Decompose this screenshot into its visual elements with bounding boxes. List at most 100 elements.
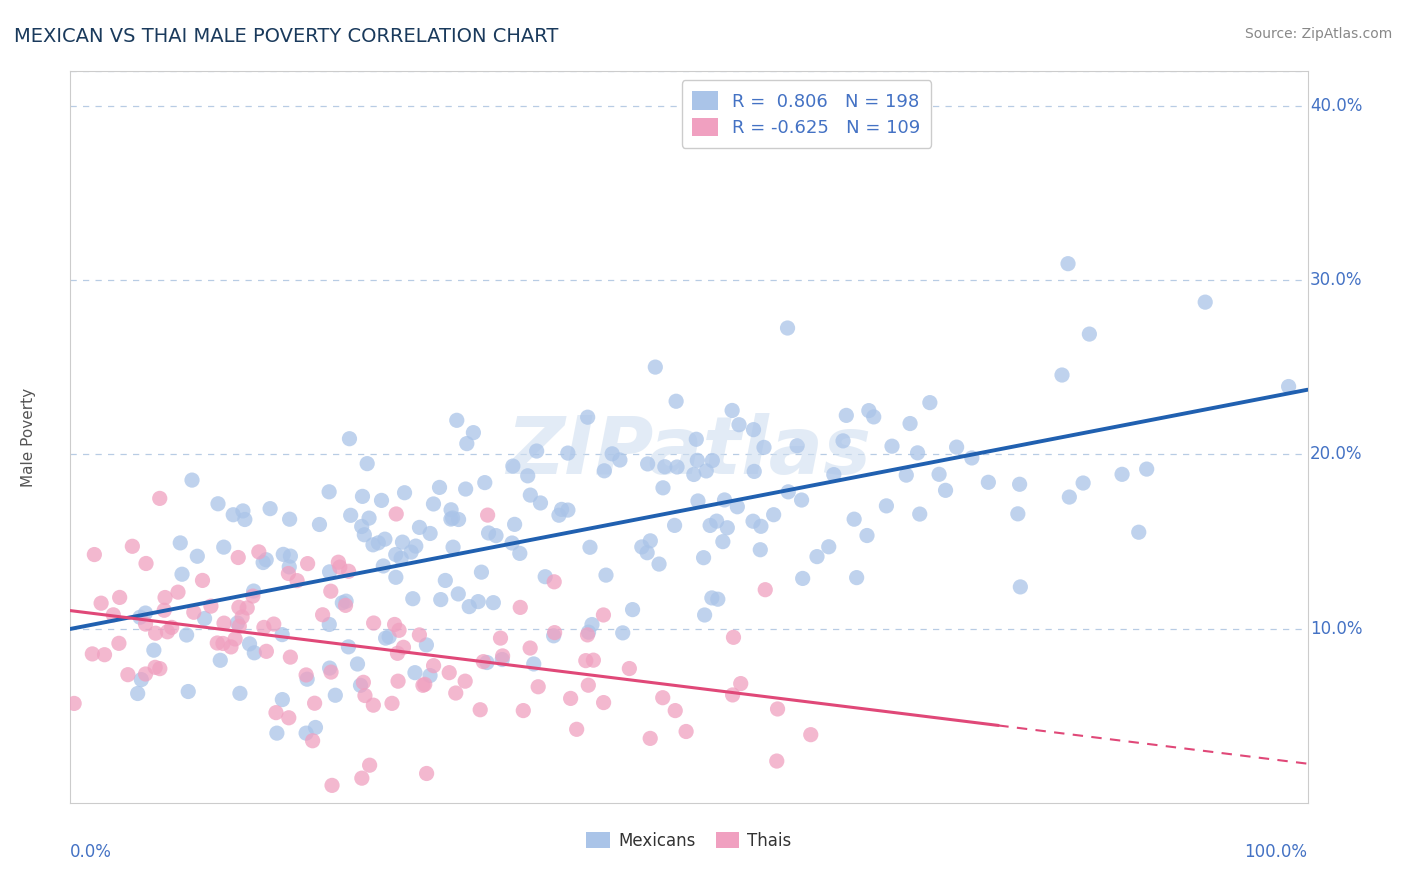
Point — [356, 457, 378, 471]
Point — [716, 521, 738, 535]
Point — [301, 733, 323, 747]
Point — [135, 557, 157, 571]
Point — [212, 540, 235, 554]
Point — [945, 440, 967, 454]
Point — [695, 464, 717, 478]
Point — [725, 500, 748, 514]
Point — [918, 395, 941, 409]
Point — [665, 394, 688, 409]
Point — [330, 596, 353, 610]
Point — [413, 677, 436, 691]
Point — [644, 360, 666, 375]
Point — [236, 601, 259, 615]
Point — [278, 560, 301, 574]
Point — [516, 468, 538, 483]
Point — [648, 557, 671, 571]
Point — [346, 657, 368, 671]
Point — [1057, 257, 1080, 271]
Point — [711, 534, 734, 549]
Point — [491, 652, 513, 666]
Point — [706, 514, 728, 528]
Point — [200, 599, 222, 614]
Point — [437, 665, 460, 680]
Point — [489, 631, 512, 645]
Point — [323, 688, 346, 702]
Point — [349, 678, 371, 692]
Point — [700, 591, 723, 605]
Point — [153, 591, 176, 605]
Point — [429, 592, 451, 607]
Point — [565, 723, 588, 737]
Point — [447, 512, 470, 526]
Point — [63, 697, 86, 711]
Point — [582, 653, 605, 667]
Point — [686, 494, 709, 508]
Point — [454, 482, 477, 496]
Point — [373, 558, 395, 573]
Point — [335, 599, 357, 613]
Point — [209, 653, 232, 667]
Point — [408, 520, 430, 534]
Point — [440, 512, 463, 526]
Point — [454, 674, 477, 689]
Point — [728, 417, 751, 432]
Point — [766, 702, 789, 716]
Point — [557, 446, 579, 460]
Point — [595, 568, 617, 582]
Point — [253, 620, 276, 634]
Point — [1136, 462, 1159, 476]
Point — [470, 565, 492, 579]
Point — [778, 484, 800, 499]
Point — [898, 417, 921, 431]
Point — [259, 501, 281, 516]
Point — [242, 589, 264, 603]
Point — [1010, 580, 1032, 594]
Point — [222, 508, 245, 522]
Point — [576, 410, 599, 425]
Point — [384, 548, 406, 562]
Point — [503, 517, 526, 532]
Point — [285, 574, 308, 588]
Point — [82, 647, 104, 661]
Point — [408, 628, 430, 642]
Point — [844, 512, 866, 526]
Point — [835, 409, 858, 423]
Point — [529, 496, 551, 510]
Point — [707, 592, 730, 607]
Point — [609, 453, 631, 467]
Text: 30.0%: 30.0% — [1310, 271, 1362, 289]
Point — [359, 758, 381, 772]
Point — [381, 697, 404, 711]
Point — [636, 546, 658, 560]
Point — [83, 548, 105, 562]
Point — [277, 566, 299, 581]
Point — [153, 603, 176, 617]
Point — [117, 667, 139, 681]
Point — [232, 504, 254, 518]
Point — [592, 607, 614, 622]
Point — [640, 533, 662, 548]
Point — [384, 617, 406, 632]
Point — [228, 600, 250, 615]
Point — [108, 636, 131, 650]
Point — [363, 698, 385, 713]
Point — [762, 508, 785, 522]
Point — [167, 585, 190, 599]
Point — [224, 632, 246, 646]
Point — [693, 607, 716, 622]
Point — [212, 636, 235, 650]
Point — [143, 660, 166, 674]
Point — [806, 549, 828, 564]
Point — [404, 665, 426, 680]
Point — [1059, 490, 1081, 504]
Point — [337, 564, 360, 578]
Point — [790, 493, 813, 508]
Point — [576, 628, 599, 642]
Point — [557, 503, 579, 517]
Text: 20.0%: 20.0% — [1310, 445, 1362, 464]
Point — [385, 507, 408, 521]
Point — [441, 540, 464, 554]
Point — [1050, 368, 1073, 382]
Point — [543, 629, 565, 643]
Point — [576, 678, 599, 692]
